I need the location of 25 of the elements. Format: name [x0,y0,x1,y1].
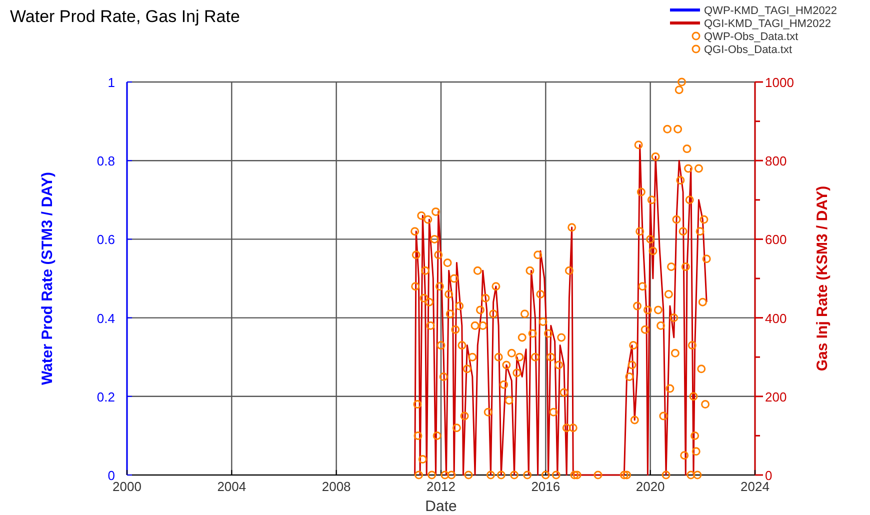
x-tick-label: 2012 [426,479,456,494]
x-tick-label: 2000 [112,479,142,494]
y2-tick-label: 1000 [765,75,794,90]
chart-title: Water Prod Rate, Gas Inj Rate [10,7,240,26]
x-axis-title: Date [425,498,457,515]
x-tick-label: 2004 [217,479,246,494]
y-tick-label: 0.2 [96,389,115,404]
x-tick-label: 2020 [636,479,665,494]
legend-label: QWP-KMD_TAGI_HM2022 [704,5,838,17]
y-axis-title: Water Prod Rate (STM3 / DAY) [39,172,56,386]
y2-axis-title: Gas Inj Rate (KSM3 / DAY) [814,186,831,372]
x-tick-label: 2016 [531,479,560,494]
legend-label: QWP-Obs_Data.txt [704,31,798,43]
y-tick-label: 0.8 [96,154,115,169]
y2-tick-label: 200 [765,389,787,404]
x-tick-label: 2008 [322,479,351,494]
legend-label: QGI-Obs_Data.txt [704,44,792,56]
y2-tick-label: 600 [765,232,787,248]
y-tick-label: 0.6 [96,232,115,248]
y-tick-label: 0 [108,468,115,483]
y2-tick-label: 400 [765,310,787,326]
legend-label: QGI-KMD_TAGI_HM2022 [704,18,831,30]
y-tick-label: 1 [108,75,115,90]
y2-tick-label: 800 [765,154,787,169]
y-tick-label: 0.4 [96,310,115,326]
